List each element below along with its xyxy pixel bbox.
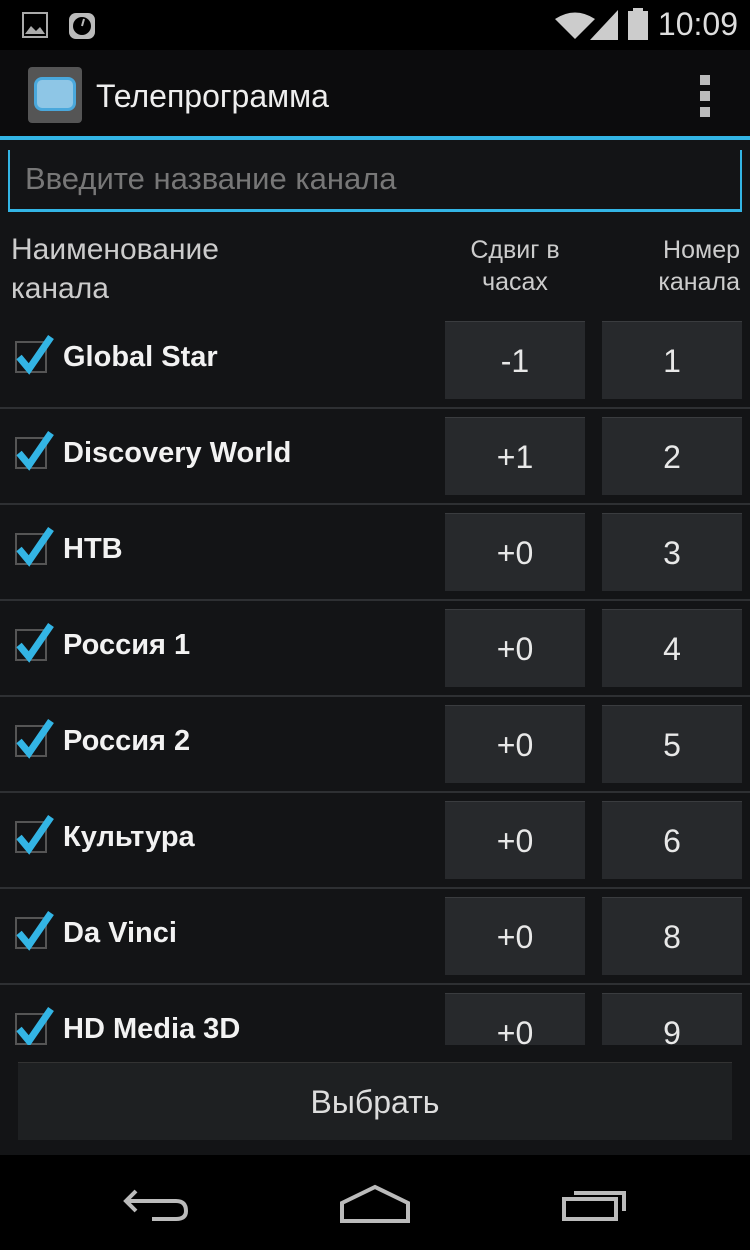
channel-number-button[interactable]: 6	[602, 801, 742, 879]
clock-icon	[69, 13, 95, 39]
picture-icon	[22, 12, 48, 38]
channel-name: Global Star	[63, 341, 218, 373]
signal-icon	[590, 10, 618, 40]
tv-icon[interactable]	[28, 67, 82, 123]
channel-checkbox[interactable]	[15, 815, 54, 855]
channel-row: HD Media 3D +0 9	[0, 985, 750, 1045]
channel-search-field[interactable]	[8, 150, 742, 212]
channel-name: НТВ	[63, 533, 123, 565]
channel-row: Discovery World +1 2	[0, 409, 750, 505]
header-channel-name: Наименование канала	[11, 233, 219, 305]
checkmark-icon	[16, 719, 54, 759]
checkmark-icon	[16, 431, 54, 471]
wifi-icon	[555, 12, 595, 39]
channel-row: Культура +0 6	[0, 793, 750, 889]
channel-list[interactable]: Global Star -1 1 Discovery World +1 2 НТ…	[0, 313, 750, 1045]
time-shift-button[interactable]: +0	[445, 609, 585, 687]
overflow-menu-icon[interactable]	[700, 75, 710, 123]
home-icon[interactable]	[338, 1183, 412, 1223]
channel-name: HD Media 3D	[63, 1013, 241, 1045]
clock-time: 10:09	[657, 6, 738, 42]
channel-name: Россия 1	[63, 629, 191, 661]
channel-row: Россия 1 +0 4	[0, 601, 750, 697]
channel-name: Культура	[63, 821, 195, 853]
channel-checkbox[interactable]	[15, 911, 54, 951]
channel-number-button[interactable]: 9	[602, 993, 742, 1045]
channel-checkbox[interactable]	[15, 431, 54, 471]
footer: Выбрать	[0, 1045, 750, 1155]
channel-row: Россия 2 +0 5	[0, 697, 750, 793]
time-shift-button[interactable]: -1	[445, 321, 585, 399]
checkmark-icon	[16, 1007, 54, 1045]
select-button[interactable]: Выбрать	[18, 1062, 732, 1140]
channel-number-button[interactable]: 1	[602, 321, 742, 399]
navigation-bar	[0, 1155, 750, 1250]
channel-number-button[interactable]: 8	[602, 897, 742, 975]
back-icon[interactable]	[122, 1183, 190, 1223]
header-channel-number: Номер канала	[658, 236, 740, 296]
time-shift-button[interactable]: +1	[445, 417, 585, 495]
status-bar: 10:09	[0, 0, 750, 50]
recent-apps-icon[interactable]	[560, 1183, 632, 1223]
channel-name: Discovery World	[63, 437, 292, 469]
channel-row: НТВ +0 3	[0, 505, 750, 601]
header-time-shift: Сдвиг в часах	[470, 236, 560, 296]
time-shift-button[interactable]: +0	[445, 513, 585, 591]
channel-row: Global Star -1 1	[0, 313, 750, 409]
channel-checkbox[interactable]	[15, 623, 54, 663]
checkmark-icon	[16, 815, 54, 855]
app-title: Телепрограмма	[96, 78, 329, 114]
channel-number-button[interactable]: 2	[602, 417, 742, 495]
checkmark-icon	[16, 335, 54, 375]
time-shift-button[interactable]: +0	[445, 705, 585, 783]
checkmark-icon	[16, 623, 54, 663]
channel-number-button[interactable]: 5	[602, 705, 742, 783]
action-bar: Телепрограмма	[0, 50, 750, 140]
channel-row: Da Vinci +0 8	[0, 889, 750, 985]
channel-search-input[interactable]	[10, 150, 740, 208]
channel-checkbox[interactable]	[15, 527, 54, 567]
channel-number-button[interactable]: 3	[602, 513, 742, 591]
time-shift-button[interactable]: +0	[445, 993, 585, 1045]
time-shift-button[interactable]: +0	[445, 897, 585, 975]
channel-number-button[interactable]: 4	[602, 609, 742, 687]
channel-checkbox[interactable]	[15, 335, 54, 375]
channel-name: Россия 2	[63, 725, 191, 757]
channel-name: Da Vinci	[63, 917, 177, 949]
channel-checkbox[interactable]	[15, 719, 54, 759]
battery-icon	[628, 8, 648, 40]
checkmark-icon	[16, 527, 54, 567]
time-shift-button[interactable]: +0	[445, 801, 585, 879]
channel-checkbox[interactable]	[15, 1007, 54, 1045]
checkmark-icon	[16, 911, 54, 951]
